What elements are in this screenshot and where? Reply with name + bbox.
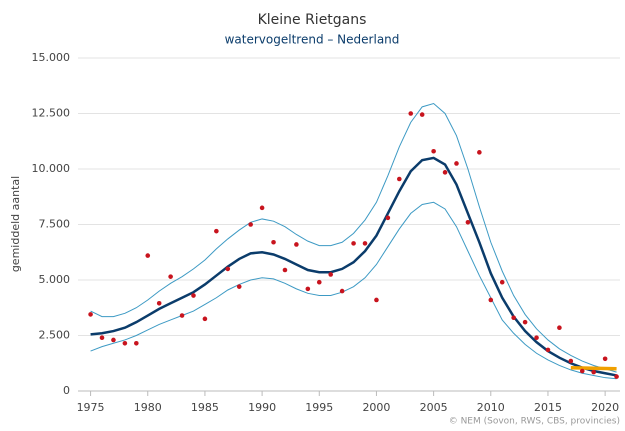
data-point bbox=[316, 279, 322, 285]
x-tick-label: 1990 bbox=[248, 401, 276, 414]
x-tick-label: 2005 bbox=[420, 401, 448, 414]
data-point bbox=[328, 272, 334, 277]
data-point bbox=[614, 374, 619, 379]
data-point bbox=[236, 284, 242, 289]
data-point bbox=[88, 312, 93, 317]
data-point bbox=[339, 288, 345, 294]
y-tick-label: 5.000 bbox=[39, 273, 71, 286]
data-point bbox=[248, 222, 253, 227]
data-point bbox=[179, 313, 185, 318]
data-point bbox=[134, 340, 139, 346]
data-point bbox=[591, 369, 597, 375]
data-point bbox=[568, 358, 574, 364]
data-point bbox=[397, 176, 402, 182]
x-tick-label: 1975 bbox=[77, 401, 105, 414]
y-tick-label: 10.000 bbox=[32, 162, 71, 175]
data-point bbox=[454, 161, 459, 166]
data-point bbox=[499, 279, 505, 285]
data-point bbox=[545, 347, 551, 353]
data-point bbox=[214, 228, 219, 234]
data-point bbox=[442, 170, 448, 175]
lower-bound-line bbox=[90, 201, 617, 380]
recent-trend-line bbox=[570, 365, 617, 371]
data-point bbox=[374, 297, 379, 303]
x-tick-label: 2000 bbox=[362, 401, 390, 414]
x-tick-label: 1995 bbox=[305, 401, 333, 414]
data-point bbox=[259, 205, 265, 211]
data-point bbox=[156, 301, 162, 306]
data-point bbox=[305, 286, 311, 292]
y-tick-label: 2.500 bbox=[39, 329, 71, 342]
data-point bbox=[534, 335, 539, 341]
data-point bbox=[225, 266, 231, 272]
data-point bbox=[111, 337, 116, 343]
data-point bbox=[294, 242, 299, 247]
data-point bbox=[191, 293, 196, 298]
credit: © NEM (Sovon, RWS, CBS, provincies) bbox=[449, 417, 620, 427]
data-point bbox=[168, 274, 173, 279]
data-point bbox=[99, 335, 105, 341]
data-point bbox=[477, 150, 482, 155]
x-tick-label: 1985 bbox=[191, 401, 219, 414]
data-point bbox=[522, 319, 528, 325]
y-axis-label: gemiddeld aantal bbox=[9, 176, 22, 272]
y-tick-label: 0 bbox=[63, 384, 70, 397]
chart-title: Kleine Rietgans bbox=[258, 12, 367, 28]
data-point bbox=[408, 111, 414, 116]
data-point bbox=[202, 316, 208, 322]
data-point bbox=[488, 297, 494, 303]
x-tick-label: 2015 bbox=[534, 401, 562, 414]
trend-line bbox=[90, 156, 617, 377]
data-point bbox=[351, 241, 356, 246]
data-point bbox=[557, 325, 562, 331]
data-point bbox=[602, 356, 608, 362]
chart-subtitle: watervogeltrend – Nederland bbox=[225, 33, 400, 47]
data-point bbox=[579, 368, 585, 374]
data-point bbox=[271, 239, 276, 245]
x-tick-label: 2020 bbox=[591, 401, 619, 414]
x-tick-label: 2010 bbox=[477, 401, 505, 414]
data-point bbox=[145, 253, 151, 258]
data-point bbox=[465, 219, 471, 225]
data-point bbox=[385, 215, 391, 221]
y-tick-label: 7.500 bbox=[39, 218, 71, 231]
data-point bbox=[511, 315, 516, 321]
data-point bbox=[431, 148, 436, 154]
y-tick-label: 15.000 bbox=[32, 51, 71, 64]
y-tick-label: 12.500 bbox=[32, 107, 71, 120]
data-point bbox=[362, 241, 368, 246]
data-point bbox=[419, 112, 425, 117]
data-point bbox=[282, 267, 288, 273]
data-point bbox=[122, 340, 128, 346]
upper-bound-line bbox=[90, 102, 617, 373]
x-tick-label: 1980 bbox=[134, 401, 162, 414]
